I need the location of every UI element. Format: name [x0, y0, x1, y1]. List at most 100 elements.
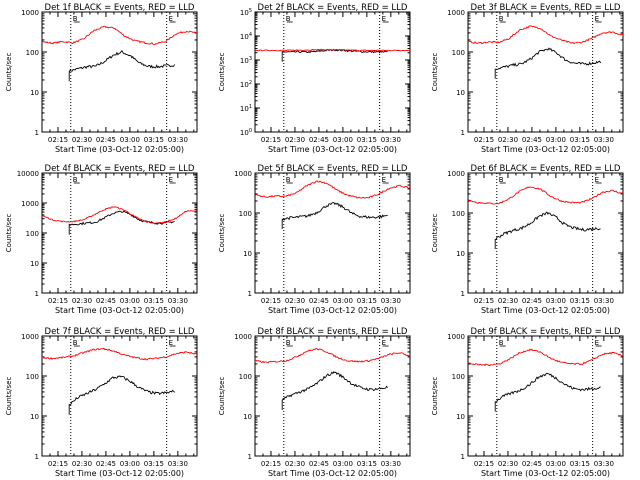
interval-marker-e: E [169, 339, 173, 347]
plot-frame [41, 335, 198, 457]
x-tick-label: 02:15 [261, 297, 281, 305]
x-tick-label: 02:30 [498, 460, 518, 468]
x-tick-label: 02:30 [285, 297, 305, 305]
x-tick-label: 03:15 [357, 297, 377, 305]
interval-marker-e: E [595, 15, 599, 23]
x-tick-label: 03:30 [381, 297, 401, 305]
y-tick-label: 100 [26, 230, 39, 238]
plot-frame [254, 172, 411, 294]
y-axis-label: Counts/sec [218, 214, 226, 253]
x-axis-label: Start Time (03-Oct-12 02:05:00) [268, 145, 397, 154]
x-tick-label: 02:15 [261, 136, 281, 144]
x-axis-label: Start Time (03-Oct-12 02:05:00) [481, 145, 610, 154]
x-tick-label: 03:30 [168, 136, 188, 144]
x-tick-label: 03:15 [570, 297, 590, 305]
lld-series-line [468, 348, 623, 367]
y-tick-label: 1000 [447, 333, 465, 341]
x-axis-label: Start Time (03-Oct-12 02:05:00) [481, 306, 610, 315]
y-tick-label: 1 [248, 290, 252, 298]
y-tick-label: 10 [456, 250, 465, 258]
interval-marker-b: B [73, 15, 78, 23]
y-axis-label: Counts/sec [5, 377, 13, 416]
y-tick-label: 10 [30, 260, 39, 268]
x-tick-label: 02:30 [498, 136, 518, 144]
y-axis-label: Counts/sec [5, 53, 13, 92]
chart-title: Det 8f BLACK = Events, RED = LLD [258, 327, 408, 337]
y-tick-label: 1 [248, 453, 252, 461]
y-tick-label: 100 [240, 128, 252, 137]
plot-frame [467, 11, 624, 133]
x-tick-label: 03:00 [333, 460, 353, 468]
x-tick-label: 03:30 [381, 460, 401, 468]
events-series-line [68, 50, 175, 82]
plot-frame [467, 335, 624, 457]
lld-series-line [468, 25, 623, 45]
x-tick-label: 03:30 [594, 460, 614, 468]
y-tick-label: 10 [243, 413, 252, 421]
interval-marker-b: B [73, 339, 78, 347]
y-tick-label: 1000 [447, 9, 465, 17]
interval-marker-e: E [382, 176, 386, 184]
y-tick-label: 1 [461, 290, 465, 298]
y-axis-label: Counts/sec [431, 53, 439, 92]
interval-marker-b: B [286, 176, 291, 184]
y-tick-label: 10000 [17, 170, 39, 178]
x-tick-label: 02:15 [48, 460, 68, 468]
y-tick-label: 100 [26, 49, 39, 57]
y-tick-label: 103 [240, 56, 252, 65]
y-axis-label: Counts/sec [218, 53, 226, 92]
x-tick-label: 03:30 [168, 460, 188, 468]
y-tick-label: 100 [452, 210, 465, 218]
x-tick-label: 03:30 [594, 136, 614, 144]
events-series-line [494, 211, 601, 249]
x-axis-label: Start Time (03-Oct-12 02:05:00) [268, 306, 397, 315]
chart-panel-7: Det 7f BLACK = Events, RED = LLD Start Ti… [5, 327, 198, 478]
x-tick-label: 03:00 [120, 460, 140, 468]
x-axis-label: Start Time (03-Oct-12 02:05:00) [268, 469, 397, 478]
x-tick-label: 03:15 [570, 460, 590, 468]
y-tick-label: 1 [35, 129, 39, 137]
chart-title: Det 5f BLACK = Events, RED = LLD [258, 164, 408, 174]
x-tick-label: 03:15 [570, 136, 590, 144]
x-tick-label: 03:00 [120, 297, 140, 305]
x-tick-label: 03:00 [546, 297, 566, 305]
lld-series-line [42, 206, 197, 225]
interval-marker-e: E [382, 15, 386, 23]
x-axis-label: Start Time (03-Oct-12 02:05:00) [55, 145, 184, 154]
events-series-line [281, 371, 388, 410]
x-tick-label: 02:45 [309, 460, 329, 468]
interval-marker-b: B [286, 339, 291, 347]
y-tick-label: 1000 [21, 200, 39, 208]
y-tick-label: 102 [240, 80, 252, 89]
x-tick-label: 02:15 [474, 460, 494, 468]
x-tick-label: 03:15 [144, 460, 164, 468]
chart-panel-9: Det 9f BLACK = Events, RED = LLD Start Ti… [431, 327, 624, 478]
lld-series-line [468, 186, 623, 205]
chart-title: Det 4f BLACK = Events, RED = LLD [45, 164, 195, 174]
x-tick-label: 02:45 [96, 297, 116, 305]
interval-marker-b: B [499, 15, 504, 23]
lld-series-line [255, 347, 410, 364]
y-axis-label: Counts/sec [431, 377, 439, 416]
x-axis-label: Start Time (03-Oct-12 02:05:00) [55, 306, 184, 315]
chart-title: Det 7f BLACK = Events, RED = LLD [45, 327, 195, 337]
x-tick-label: 02:45 [309, 297, 329, 305]
x-tick-label: 02:15 [261, 460, 281, 468]
y-tick-label: 10 [456, 413, 465, 421]
y-tick-label: 101 [240, 104, 252, 113]
x-tick-label: 03:30 [381, 136, 401, 144]
plot-frame [254, 11, 411, 133]
x-tick-label: 03:00 [546, 136, 566, 144]
x-tick-label: 03:15 [144, 297, 164, 305]
x-tick-label: 02:15 [474, 136, 494, 144]
y-tick-label: 1 [35, 453, 39, 461]
y-tick-label: 100 [26, 373, 39, 381]
x-tick-label: 02:45 [522, 460, 542, 468]
y-tick-label: 100 [239, 373, 252, 381]
interval-marker-b: B [73, 176, 78, 184]
chart-title: Det 9f BLACK = Events, RED = LLD [471, 327, 621, 337]
lld-series-line [255, 48, 410, 52]
x-tick-label: 02:30 [498, 297, 518, 305]
x-tick-label: 02:45 [96, 460, 116, 468]
y-axis-label: Counts/sec [431, 214, 439, 253]
